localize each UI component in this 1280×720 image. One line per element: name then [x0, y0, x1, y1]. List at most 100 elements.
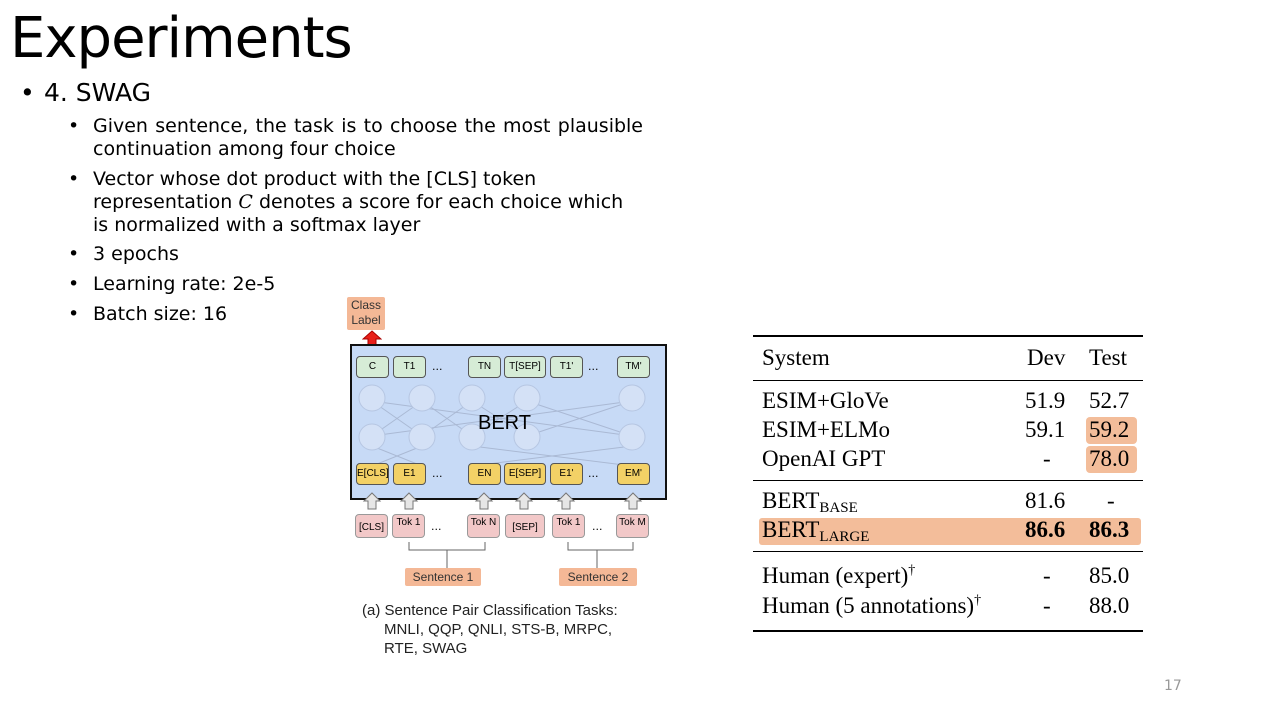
ellipsis: ...	[432, 467, 443, 480]
vector-line-2b: denotes a score for each choice which is…	[93, 191, 624, 236]
input-token: Tok N	[467, 514, 500, 538]
sub-bullet-5: • Batch size: 16	[68, 303, 643, 326]
sub-bullet-3: • 3 epochs	[68, 243, 643, 266]
input-token: [SEP]	[505, 514, 545, 538]
bullet-dot: •	[20, 78, 35, 107]
class-label-box: Class Label	[347, 297, 385, 330]
system-subscript: BASE	[819, 500, 858, 516]
embedding-token: E1'	[550, 463, 583, 485]
sentence-brackets	[408, 542, 634, 568]
table-rule	[753, 380, 1143, 381]
network-lines	[358, 384, 646, 467]
diagram-caption: (a) Sentence Pair Classification Tasks: …	[362, 601, 618, 658]
row-system: Human (expert)†	[762, 563, 915, 589]
system-subscript: LARGE	[819, 529, 870, 545]
row-system: BERTBASE	[762, 488, 858, 517]
header-test: Test	[1089, 345, 1127, 370]
system-name: BERT	[762, 517, 820, 542]
system-name: Human (5 annotations)	[762, 593, 975, 618]
highlight-row	[759, 518, 1141, 545]
input-arrows	[362, 492, 643, 510]
dagger: †	[908, 563, 916, 578]
table-rule	[753, 630, 1143, 632]
row-test: 52.7	[1089, 388, 1130, 413]
sub-bullet-4: • Learning rate: 2e-5	[68, 273, 643, 296]
row-test: 85.0	[1089, 563, 1130, 588]
main-bullet: • 4. SWAG	[20, 78, 151, 107]
output-token: TN	[468, 356, 501, 378]
bullet-dot: •	[68, 115, 80, 137]
embedding-token: E1	[393, 463, 426, 485]
up-arrow-icon	[362, 330, 382, 346]
row-test: 78.0	[1089, 446, 1130, 471]
embedding-token: E[SEP]	[504, 463, 546, 485]
output-token: T[SEP]	[504, 356, 546, 378]
output-token: TM'	[617, 356, 650, 378]
sentence-2-label: Sentence 2	[559, 568, 637, 586]
vector-line-2a: representation	[93, 191, 239, 213]
slide-title: Experiments	[10, 6, 353, 71]
input-token: Tok 1	[392, 514, 425, 538]
row-system: Human (5 annotations)†	[762, 593, 981, 619]
sentence-1-label: Sentence 1	[405, 568, 481, 586]
sub-bullet-text: Given sentence, the task is to choose th…	[93, 115, 643, 160]
bullet-dot: •	[68, 303, 80, 325]
row-system: ESIM+GloVe	[762, 388, 889, 413]
caption-line-3: RTE, SWAG	[384, 640, 468, 657]
vector-symbol: C	[238, 191, 253, 213]
sub-bullet-text: Vector whose dot product with the [CLS] …	[93, 168, 636, 237]
row-dev: -	[1043, 563, 1051, 588]
system-name: Human (expert)	[762, 563, 909, 588]
header-dev: Dev	[1027, 345, 1066, 370]
main-bullet-text: 4. SWAG	[44, 78, 152, 107]
vector-line-1: Vector whose dot product with the [CLS] …	[93, 168, 537, 190]
highlight-cell	[1086, 417, 1137, 444]
row-system: OpenAI GPT	[762, 446, 886, 471]
ellipsis: ...	[588, 360, 599, 373]
output-token: T1'	[550, 356, 583, 378]
ellipsis: ...	[432, 360, 443, 373]
row-system: BERTLARGE	[762, 517, 869, 546]
row-dev: 51.9	[1025, 388, 1066, 413]
ellipsis: ...	[431, 520, 442, 533]
bullet-dot: •	[68, 168, 80, 190]
table-rule	[753, 335, 1143, 337]
input-token: [CLS]	[355, 514, 388, 538]
dagger: †	[974, 593, 982, 608]
highlight-cell	[1086, 446, 1137, 473]
bert-label: BERT	[478, 412, 531, 434]
page-number: 17	[1164, 678, 1182, 694]
ellipsis: ...	[588, 467, 599, 480]
row-test: 86.3	[1089, 517, 1130, 542]
sub-bullet-text: Learning rate: 2e-5	[93, 273, 276, 295]
row-dev: -	[1043, 446, 1051, 471]
row-dev: 59.1	[1025, 417, 1066, 442]
sub-bullet-2: • Vector whose dot product with the [CLS…	[68, 168, 636, 237]
input-token: Tok M	[616, 514, 649, 538]
table-rule	[753, 480, 1143, 481]
row-test: -	[1107, 488, 1115, 513]
row-dev: 81.6	[1025, 488, 1066, 513]
input-token: Tok 1	[552, 514, 585, 538]
row-system: ESIM+ELMo	[762, 417, 890, 442]
table-rule	[753, 551, 1143, 552]
sub-bullet-text: 3 epochs	[93, 243, 179, 265]
system-name: BERT	[762, 488, 820, 513]
bullet-dot: •	[68, 243, 80, 265]
output-token: T1	[393, 356, 426, 378]
caption-line-1: (a) Sentence Pair Classification Tasks:	[362, 602, 618, 619]
header-system: System	[762, 345, 830, 370]
row-test: 88.0	[1089, 593, 1130, 618]
bullet-dot: •	[68, 273, 80, 295]
row-test: 59.2	[1089, 417, 1130, 442]
caption-line-2: MNLI, QQP, QNLI, STS-B, MRPC,	[384, 621, 613, 638]
embedding-token: E[CLS]	[356, 463, 389, 485]
ellipsis: ...	[592, 520, 603, 533]
sub-bullet-1: • Given sentence, the task is to choose …	[68, 115, 643, 161]
row-dev: -	[1043, 593, 1051, 618]
bert-diagram: Class Label BERT C T1 ...	[340, 290, 670, 670]
embedding-token: EN	[468, 463, 501, 485]
embedding-token: EM'	[617, 463, 650, 485]
row-dev: 86.6	[1025, 517, 1066, 542]
output-token: C	[356, 356, 389, 378]
